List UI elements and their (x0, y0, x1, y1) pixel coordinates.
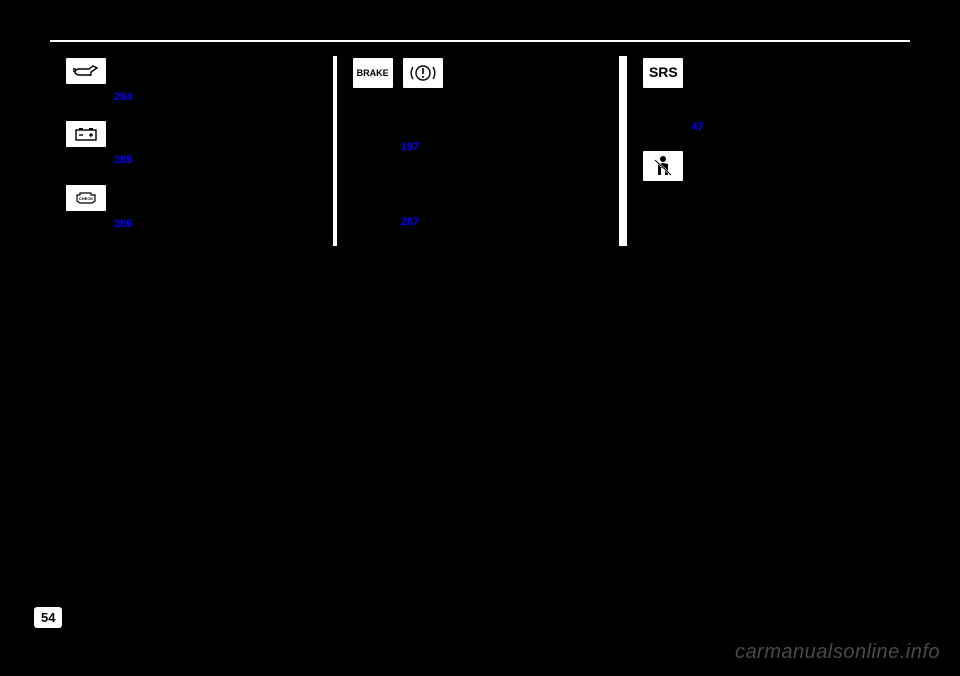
low-oil-section: Low Oil Pressure Indicator See page 284 … (64, 56, 319, 105)
charge-body: See page 285 . (64, 153, 319, 168)
oil-text-a: See page (64, 91, 114, 103)
brake-symbol-icon (401, 56, 445, 90)
srs-page-link[interactable]: 47 (692, 121, 704, 133)
charge-text-b: . (133, 154, 139, 166)
malf-text-b: . (133, 218, 139, 230)
parking-heading: Parking Brake and Brake System Indicator (455, 56, 606, 87)
srs-section: SRS Supplemental Restraint System Indica… (641, 56, 896, 135)
manual-page: Low Oil Pressure Indicator See page 284 … (20, 20, 940, 616)
parking-text-a: See page (351, 141, 401, 153)
seatbelt-section: Seat Belt Reminder Indicator (641, 149, 896, 183)
column-2: BRAKE Parking Brake and B (333, 56, 624, 246)
parking-page-link[interactable]: 197 (401, 141, 419, 153)
oil-text-b: . (133, 91, 139, 103)
check-engine-icon: CHECK (64, 183, 108, 213)
svg-text:CHECK: CHECK (79, 196, 93, 201)
page-number: 54 (34, 607, 62, 628)
srs-icon: SRS (641, 56, 685, 90)
watermark: carmanualsonline.info (735, 641, 940, 664)
malf-heading: Malfunction Indicator Lamp (118, 183, 262, 198)
parking-body: See page 197 . (351, 140, 606, 155)
malfunction-section: CHECK Malfunction Indicator Lamp See pag… (64, 183, 319, 232)
brakesys-text-a: See page (351, 216, 401, 228)
brakesys-body: See page 287 . (351, 215, 606, 230)
charging-section: Charging System Indicator See page 285 . (64, 119, 319, 168)
oil-can-icon (64, 56, 108, 86)
oil-page-link[interactable]: 284 (114, 91, 132, 103)
brake-text-icon: BRAKE (351, 56, 395, 90)
seatbelt-heading: Seat Belt Reminder Indicator (695, 149, 845, 164)
oil-body: See page 284 . (64, 90, 319, 105)
divider (50, 40, 910, 42)
malf-text-a: See page (64, 218, 114, 230)
srs-icon-label: SRS (649, 63, 678, 83)
oil-heading: Low Oil Pressure Indicator (118, 56, 257, 71)
column-1: Low Oil Pressure Indicator See page 284 … (50, 56, 333, 246)
malf-body: See page 286 . (64, 217, 319, 232)
brake-section: BRAKE Parking Brake and B (351, 56, 606, 231)
column-3: SRS Supplemental Restraint System Indica… (623, 56, 910, 246)
brakesys-page-link[interactable]: 287 (401, 216, 419, 228)
srs-body: See page 47 . (641, 120, 896, 135)
srs-text-a: See page (641, 121, 691, 133)
srs-heading: Supplemental Restraint System Indicator (695, 56, 896, 87)
srs-text-b: . (704, 121, 710, 133)
parking-text-b: . (419, 141, 425, 153)
content-columns: Low Oil Pressure Indicator See page 284 … (50, 56, 910, 246)
battery-icon (64, 119, 108, 149)
malf-page-link[interactable]: 286 (114, 218, 132, 230)
brakesys-text-b: . (419, 216, 425, 228)
charge-text-a: See page (64, 154, 114, 166)
brake-icon-label: BRAKE (357, 67, 389, 80)
charge-heading: Charging System Indicator (118, 119, 258, 134)
seatbelt-icon (641, 149, 685, 183)
charge-page-link[interactable]: 285 (114, 154, 132, 166)
